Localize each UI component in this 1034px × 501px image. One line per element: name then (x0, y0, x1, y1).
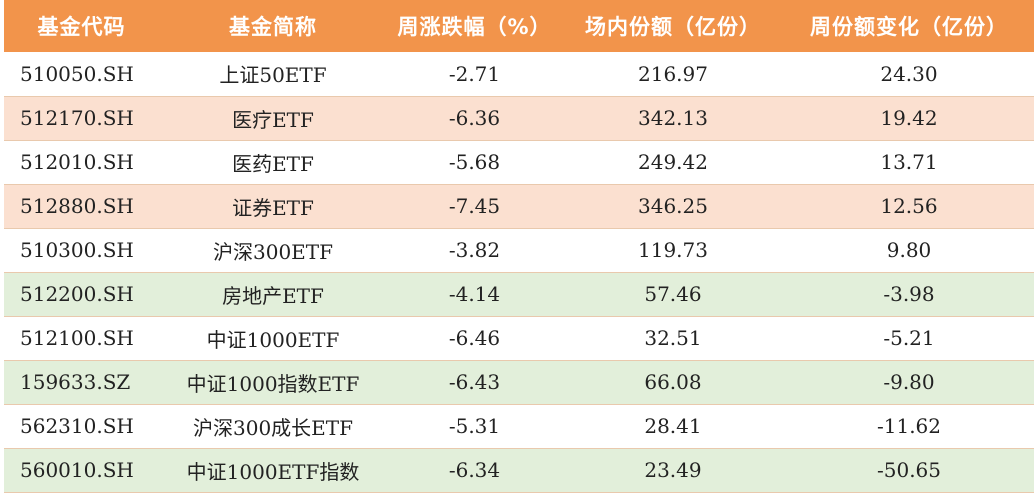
cell-share-change: 13.71 (880, 150, 938, 174)
cell-shares: 216.97 (638, 61, 708, 86)
cell-share-change: -11.62 (876, 414, 941, 438)
cell-shares: 23.49 (644, 458, 702, 482)
cell-weekly-change: -6.34 (448, 458, 501, 482)
cell-shares: 249.42 (638, 150, 708, 174)
cell-share-change: -9.80 (883, 370, 935, 394)
cell-weekly-change: -6.36 (448, 106, 501, 130)
cell-code: 560010.SH (20, 458, 134, 482)
cell-shares: 57.46 (644, 282, 702, 306)
header-shares: 场内份额（亿份） (585, 15, 761, 39)
header-share-change: 周份额变化（亿份） (810, 15, 1008, 39)
table-row: 562310.SH 沪深300成长ETF -5.31 28.41 -11.62 (4, 404, 1034, 448)
table-row: 512010.SH 医药ETF -5.68 249.42 13.71 (4, 140, 1034, 184)
cell-weekly-change: -5.68 (448, 150, 501, 174)
cell-name: 沪深300成长ETF (193, 415, 353, 440)
cell-weekly-change: -6.43 (448, 370, 501, 394)
cell-share-change: -3.98 (883, 282, 935, 306)
header-fund-name: 基金简称 (229, 15, 317, 39)
cell-code: 510300.SH (20, 238, 134, 262)
cell-shares: 346.25 (638, 194, 708, 218)
cell-share-change: 19.42 (880, 106, 938, 130)
cell-weekly-change: -6.46 (448, 326, 501, 350)
header-fund-code: 基金代码 (37, 15, 126, 39)
table-row: 560010.SH 中证1000ETF指数 -6.34 23.49 -50.65 (4, 448, 1034, 492)
table-row: 510300.SH 沪深300ETF -3.82 119.73 9.80 (4, 228, 1034, 272)
table-row: 512170.SH 医疗ETF -6.36 342.13 19.42 (4, 96, 1034, 140)
cell-share-change: 9.80 (886, 238, 932, 262)
cell-code: 512880.SH (20, 194, 134, 218)
table-row: 510050.SH 上证50ETF -2.71 216.97 24.30 (4, 52, 1034, 96)
cell-share-change: -50.65 (876, 458, 941, 482)
table-body: 510050.SH 上证50ETF -2.71 216.97 24.30 512… (4, 52, 1034, 492)
cell-code: 562310.SH (20, 414, 134, 438)
header-weekly-change: 周涨跌幅（%） (397, 15, 552, 39)
cell-name: 证券ETF (232, 195, 314, 220)
cell-name: 中证1000ETF指数 (186, 459, 360, 484)
cell-name: 沪深300ETF (213, 239, 333, 264)
table-header: 基金代码 基金简称 周涨跌幅（%） 场内份额（亿份） 周份额变化（亿份） (4, 0, 1034, 52)
table-row: 159633.SZ 中证1000指数ETF -6.43 66.08 -9.80 (4, 360, 1034, 404)
cell-weekly-change: -3.82 (448, 238, 501, 262)
cell-name: 房地产ETF (222, 283, 324, 308)
cell-weekly-change: -5.31 (448, 414, 501, 438)
header-row: 基金代码 基金简称 周涨跌幅（%） 场内份额（亿份） 周份额变化（亿份） (4, 0, 1034, 52)
cell-name: 中证1000ETF (206, 327, 340, 352)
table-row: 512880.SH 证券ETF -7.45 346.25 12.56 (4, 184, 1034, 228)
cell-name: 上证50ETF (219, 63, 327, 88)
cell-shares: 119.73 (638, 238, 708, 262)
cell-share-change: -5.21 (883, 326, 935, 350)
cell-name: 医疗ETF (232, 107, 314, 132)
cell-weekly-change: -2.71 (448, 61, 501, 86)
cell-shares: 32.51 (644, 326, 702, 350)
cell-weekly-change: -4.14 (448, 282, 501, 306)
cell-code: 512010.SH (20, 150, 134, 174)
cell-code: 512170.SH (20, 106, 134, 130)
table-row: 512100.SH 中证1000ETF -6.46 32.51 -5.21 (4, 316, 1034, 360)
etf-table: 基金代码 基金简称 周涨跌幅（%） 场内份额（亿份） 周份额变化（亿份） 510… (4, 0, 1034, 493)
cell-name: 医药ETF (232, 151, 314, 176)
cell-share-change: 12.56 (880, 194, 938, 218)
cell-shares: 28.41 (644, 414, 702, 438)
cell-code: 512100.SH (20, 326, 134, 350)
cell-shares: 342.13 (638, 106, 708, 130)
cell-shares: 66.08 (644, 370, 702, 394)
cell-name: 中证1000指数ETF (186, 371, 360, 396)
table-row: 512200.SH 房地产ETF -4.14 57.46 -3.98 (4, 272, 1034, 316)
cell-share-change: 24.30 (880, 61, 938, 86)
cell-code: 510050.SH (20, 61, 134, 86)
cell-code: 512200.SH (20, 282, 134, 306)
cell-weekly-change: -7.45 (448, 194, 501, 218)
cell-code: 159633.SZ (20, 370, 131, 394)
